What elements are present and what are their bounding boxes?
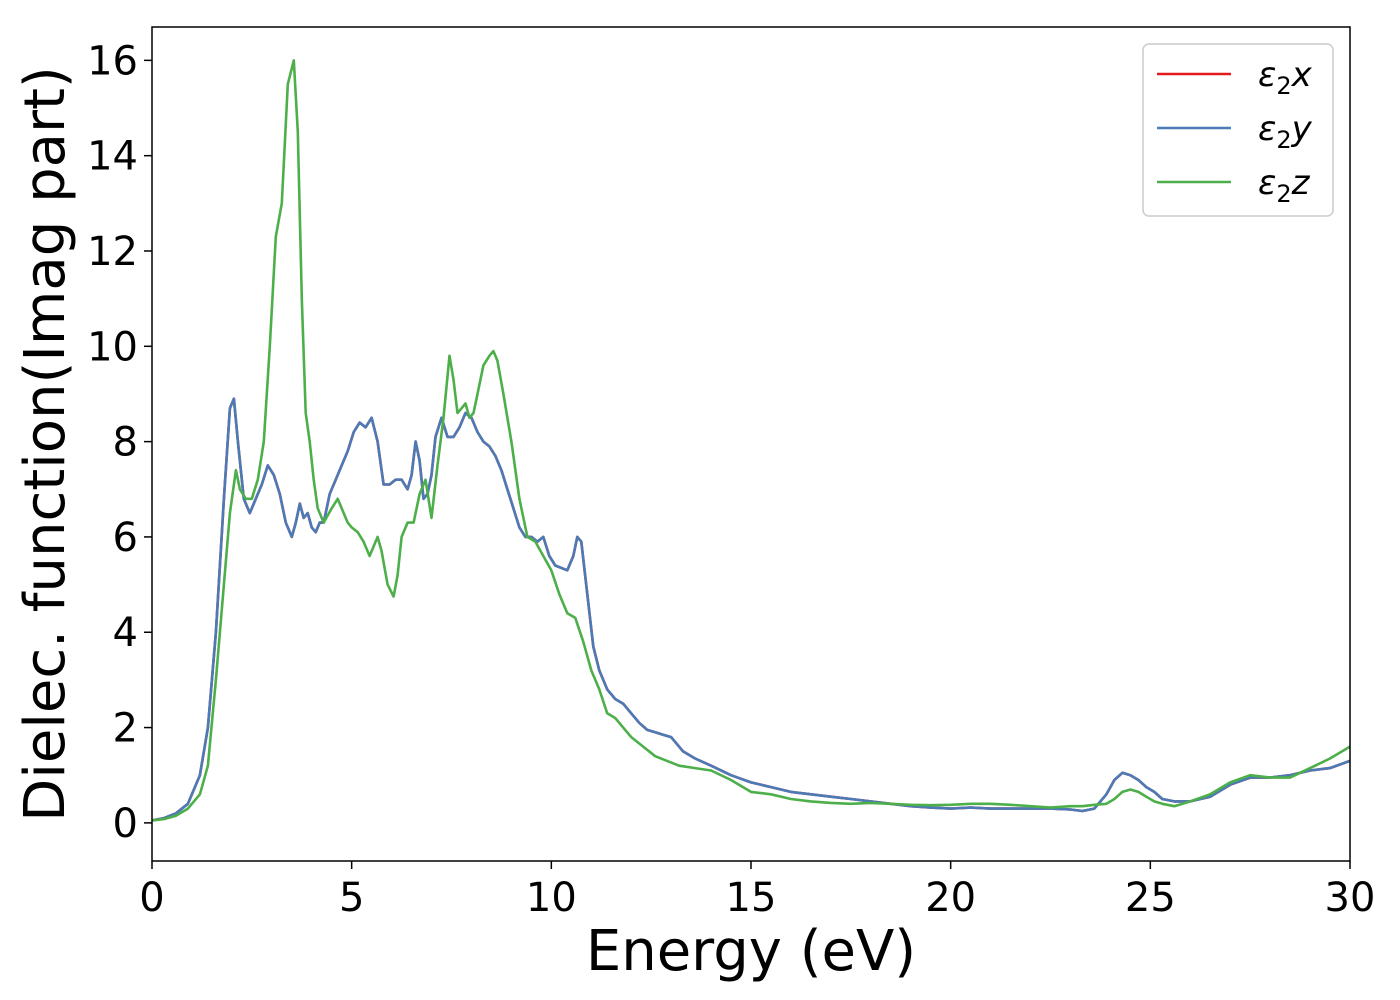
y-tick-label: 12: [87, 229, 138, 275]
series-layer: [152, 59, 1350, 822]
x-tick-label: 5: [339, 875, 364, 921]
x-tick-label: 0: [139, 875, 164, 921]
y-tick-label: 2: [113, 706, 138, 752]
y-axis-label: Dielec. function(Imag part): [13, 66, 78, 822]
y-tick-label: 14: [87, 134, 138, 180]
legend-label-y: ε2y: [1258, 109, 1313, 154]
legend-label-x: ε2x: [1258, 55, 1313, 100]
x-tick-label: 10: [526, 875, 577, 921]
legend-label-suffix: y: [1291, 109, 1313, 149]
legend-label-subscript: 2: [1276, 126, 1291, 154]
y-tick-label: 6: [113, 515, 138, 561]
legend-label-base: ε: [1258, 109, 1276, 149]
x-tick-label: 25: [1125, 875, 1176, 921]
legend-label-suffix: x: [1291, 55, 1313, 95]
legend-frame: [1142, 43, 1334, 217]
y-tick-label: 0: [113, 801, 138, 847]
series-line-z: [152, 59, 1350, 822]
y-tick-label: 16: [87, 38, 138, 84]
x-tick-label: 20: [925, 875, 976, 921]
legend-label-base: ε: [1258, 163, 1276, 203]
y-tick-label: 10: [87, 324, 138, 370]
x-tick-label: 30: [1325, 875, 1376, 921]
legend-label-subscript: 2: [1276, 180, 1291, 208]
x-axis-label: Energy (eV): [586, 919, 916, 984]
legend-label-z: ε2z: [1258, 163, 1311, 208]
y-axis: 0 2 4 6 8 10 12 14 16: [87, 38, 152, 847]
x-tick-label: 15: [726, 875, 777, 921]
x-axis: 0 5 10 15 20 25 30: [139, 861, 1375, 921]
legend-label-subscript: 2: [1276, 72, 1291, 100]
y-tick-label: 8: [113, 420, 138, 466]
legend-label-suffix: z: [1291, 163, 1311, 203]
y-tick-label: 4: [113, 610, 138, 656]
legend-label-base: ε: [1258, 55, 1276, 95]
